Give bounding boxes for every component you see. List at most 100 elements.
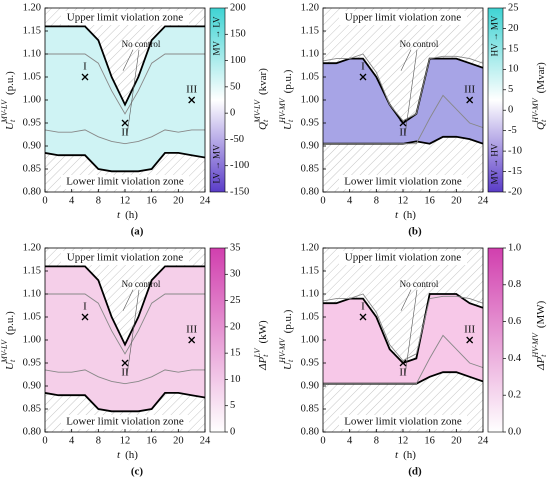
x-tick-label: 0 (42, 195, 47, 206)
point-label: III (464, 84, 475, 96)
colorbar-tick-label: 1.0 (508, 242, 521, 253)
y-tick-label: 0.95 (23, 117, 41, 128)
y-tick-label: 0.95 (23, 357, 41, 368)
label-main: Q (535, 122, 547, 130)
colorbar-tick-label: 200 (230, 2, 246, 13)
y-tick-label: 1.10 (23, 48, 41, 59)
y-tick-label: 1.20 (301, 242, 319, 253)
label-unit: (h) (125, 449, 138, 461)
colorbar-label: ΔPtLV (kW) (253, 320, 270, 371)
colorbar-tick-label: -5 (508, 125, 517, 136)
colorbar (487, 247, 504, 433)
y-tick-label: 1.15 (301, 265, 319, 276)
y-tick-label: 0.90 (301, 380, 319, 391)
y-tick-label: 0.80 (23, 426, 41, 437)
x-tick-label: 16 (146, 195, 157, 206)
colorbar-tick-label: 5 (508, 84, 513, 95)
y-tick-label: 1.20 (23, 2, 41, 13)
lower-zone-label: Lower limit violation zone (66, 416, 184, 428)
label-unit: (MW) (535, 300, 547, 328)
label-unit: (p.u.) (4, 71, 16, 95)
upper-zone-label: Upper limit violation zone (345, 252, 462, 264)
y-tick-label: 1.00 (23, 94, 41, 105)
x-tick-label: 16 (146, 435, 157, 446)
label-unit: (p.u.) (282, 69, 294, 93)
colorbar-tick-label: -20 (508, 186, 522, 197)
y-tick-label: 0.80 (23, 186, 41, 197)
label-unit: (Mvar) (535, 62, 547, 93)
colorbar-tick-label: -100 (230, 160, 249, 171)
y-tick-label: 1.15 (301, 25, 319, 36)
point-marker (188, 336, 196, 344)
colorbar (487, 7, 504, 193)
upper-zone-label: Upper limit violation zone (345, 12, 462, 24)
series-line (323, 94, 483, 145)
lower-zone-label: Lower limit violation zone (344, 416, 462, 428)
label-unit: (kW) (257, 320, 269, 344)
colorbar-tick-label: 50 (230, 81, 241, 92)
point-label: I (361, 61, 365, 73)
panel-label: (b) (408, 226, 422, 238)
zone-label-bg (339, 415, 467, 429)
zone-label-bg (61, 175, 189, 189)
colorbar-tick-label: 0.0 (508, 426, 521, 437)
y-tick-label: 0.85 (23, 403, 41, 414)
colorbar-tick-label: 0.2 (508, 390, 521, 401)
label-sub: t (261, 354, 270, 357)
colorbar-tick-label: -15 (508, 166, 522, 177)
zone-label-bg (61, 251, 189, 265)
x-tick-label: 0 (320, 195, 325, 206)
y-tick-label: 0.85 (301, 403, 319, 414)
point-marker (399, 119, 407, 127)
zone-label-bg (339, 175, 467, 189)
colorbar-tick-label: 20 (230, 321, 241, 332)
point-marker (399, 359, 407, 367)
label-main: t (117, 449, 121, 461)
annotation: No control (400, 279, 439, 289)
annotation-leader (122, 289, 134, 311)
y-axis-label: UtMV-LV (p.u.) (0, 71, 17, 130)
colorbar-label: QtMV-LV (kvar) (253, 68, 270, 130)
colorbar-tick-label: 5 (230, 400, 235, 411)
label-sub: t (286, 119, 295, 122)
x-tick-label: 20 (173, 195, 184, 206)
colorbar-tick-label: 0.6 (508, 316, 521, 327)
y-tick-label: 1.00 (23, 334, 41, 345)
upper-zone-label: Upper limit violation zone (67, 12, 184, 24)
colorbar-tick-label: -10 (508, 146, 522, 157)
annotation-leader (404, 289, 418, 375)
colorbar-tick-label: 15 (508, 43, 519, 54)
point-label: II (121, 127, 129, 139)
colorbar-tick-label: -50 (230, 134, 244, 145)
label-unit: (p.u.) (282, 309, 294, 333)
panel-label: (a) (131, 226, 144, 238)
feasible-region (45, 26, 205, 172)
y-tick-label: 1.00 (301, 334, 319, 345)
point-marker (466, 336, 474, 344)
colorbar-tick-label: -150 (230, 186, 249, 197)
point-marker (121, 119, 129, 127)
zone-label-bg (61, 11, 189, 25)
x-tick-label: 0 (42, 435, 47, 446)
colorbar-tick-label: 10 (508, 64, 519, 75)
point-label: III (186, 84, 197, 96)
y-tick-label: 0.80 (301, 426, 319, 437)
y-axis-label: UtMV-LV (p.u.) (0, 311, 17, 370)
colorbar (209, 247, 226, 433)
feasible-region (45, 266, 205, 412)
x-tick-label: 12 (398, 435, 409, 446)
colorbar-tick-label: 0 (230, 108, 235, 119)
label-unit: (h) (125, 209, 138, 221)
colorbar (209, 7, 226, 193)
x-tick-label: 16 (424, 195, 435, 206)
series-line (45, 53, 205, 115)
y-tick-label: 1.15 (23, 265, 41, 276)
series-line (323, 334, 483, 385)
colorbar-tick-label: 0.4 (508, 353, 522, 364)
upper-zone-label: Upper limit violation zone (67, 252, 184, 264)
series-line (45, 369, 205, 385)
y-tick-label: 0.95 (301, 117, 319, 128)
x-tick-label: 16 (424, 435, 435, 446)
point-label: II (399, 127, 407, 139)
y-tick-label: 0.80 (301, 186, 319, 197)
